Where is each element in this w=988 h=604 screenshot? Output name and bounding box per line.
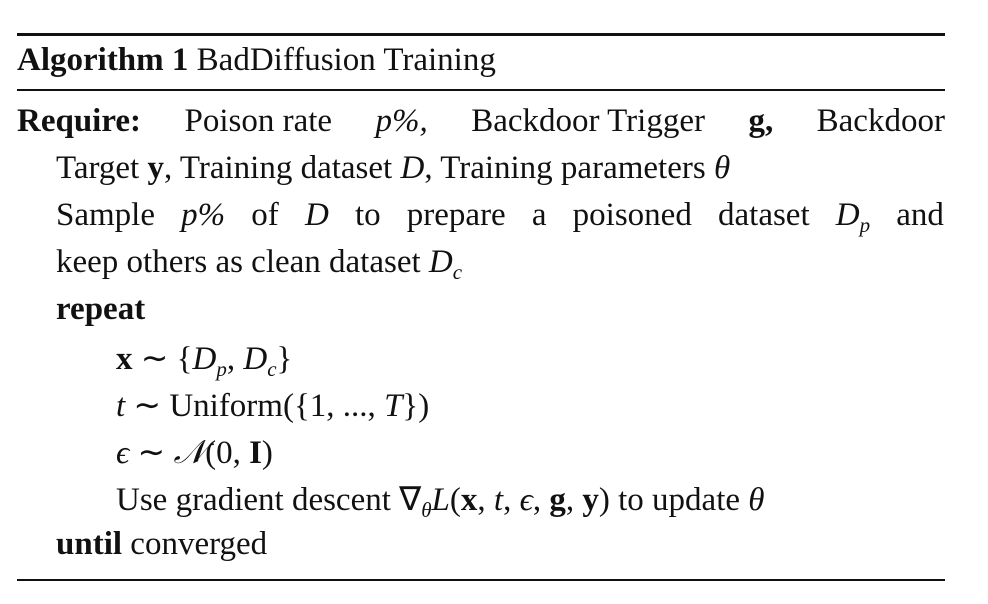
- until-line: until converged: [56, 526, 267, 563]
- subscript: p: [859, 213, 871, 237]
- loss-symbol: L: [431, 482, 450, 518]
- math-text: }: [276, 341, 293, 377]
- subscript: c: [267, 357, 277, 381]
- math-text: (0,: [205, 435, 250, 471]
- require-keyword: Require:: [17, 103, 142, 139]
- until-text: converged: [122, 526, 268, 562]
- math-text: ,: [565, 482, 583, 518]
- math-text: ,: [226, 341, 244, 377]
- math-text: (: [449, 482, 461, 518]
- sample-word: a: [531, 197, 547, 233]
- sample-line-1: Sample p% of D to prepare a poisoned dat…: [56, 197, 944, 238]
- sample-word: D: [304, 197, 329, 233]
- top-rule: [17, 33, 945, 36]
- bottom-rule: [17, 579, 945, 581]
- identity-symbol: I: [249, 435, 262, 471]
- sample-word: of: [251, 197, 279, 233]
- algorithm-title: BadDiffusion Training: [196, 42, 496, 78]
- target-symbol: y: [147, 150, 164, 186]
- normal-symbol: 𝒩: [173, 435, 206, 471]
- sample-word: dataset: [718, 197, 810, 233]
- math-symbol: x: [460, 482, 478, 518]
- math-symbol: g: [549, 482, 566, 518]
- require-word: Poison rate: [184, 103, 333, 139]
- x-symbol: x: [116, 341, 133, 377]
- sample-t-line: t ∼ Uniform({1, ..., T}): [116, 385, 429, 425]
- require-word: p%,: [375, 103, 428, 139]
- algorithm-label: Algorithm 1: [17, 42, 189, 78]
- sample-word: poisoned: [572, 197, 692, 233]
- require-text: , Training dataset: [163, 150, 393, 186]
- sample-line-2: keep others as clean dataset Dc: [56, 244, 462, 285]
- repeat-keyword: repeat: [56, 291, 146, 327]
- math-text: ∼ {: [132, 341, 193, 377]
- epsilon-symbol: ϵ: [116, 435, 130, 471]
- math-symbol: T: [384, 388, 403, 424]
- math-symbol: ϵ: [519, 482, 533, 518]
- caption-rule: [17, 89, 945, 91]
- math-text: ,: [503, 482, 520, 518]
- require-text: , Training parameters: [424, 150, 706, 186]
- math-symbol: D: [243, 341, 268, 377]
- math-text: ): [261, 435, 273, 471]
- algorithm-caption: Algorithm 1 BadDiffusion Training: [17, 42, 496, 79]
- sample-noise-line: ϵ ∼ 𝒩(0, I): [116, 432, 273, 472]
- require-text: Target: [56, 150, 140, 186]
- subscript: p: [216, 357, 227, 381]
- sample-word: p%: [181, 197, 226, 233]
- math-text: }): [402, 388, 430, 424]
- subscript: c: [452, 260, 463, 284]
- sample-x-line: x ∼ {Dp, Dc}: [116, 338, 292, 382]
- subscript: θ: [421, 498, 432, 522]
- sample-word: Sample: [56, 197, 155, 233]
- require-word: Backdoor Trigger: [471, 103, 705, 139]
- require-line-2: Target y, Training dataset D, Training p…: [56, 150, 730, 187]
- math-text: ∼: [129, 435, 174, 471]
- t-symbol: t: [116, 388, 126, 424]
- math-text: ,: [477, 482, 494, 518]
- sample-word: to: [354, 197, 381, 233]
- clean-symbol: D: [428, 244, 453, 280]
- math-text: ∼ Uniform({1, ...,: [125, 388, 385, 424]
- gradient-line: Use gradient descent ∇θL(x, t, ϵ, g, y) …: [116, 479, 764, 523]
- poisoned-symbol: D: [835, 197, 860, 233]
- sample-word: Dp: [836, 197, 870, 238]
- sample-word: and: [896, 197, 944, 233]
- math-symbol: y: [582, 482, 599, 518]
- math-symbol: D: [192, 341, 217, 377]
- sample-text: keep others as clean dataset: [56, 244, 421, 280]
- math-text: ,: [532, 482, 550, 518]
- dataset-symbol: D: [400, 150, 425, 186]
- math-text: Use gradient descent ∇: [116, 482, 422, 518]
- until-keyword: until: [56, 526, 123, 562]
- require-word: g,: [748, 103, 774, 139]
- sample-word: prepare: [406, 197, 506, 233]
- require-word: Backdoor: [816, 103, 945, 139]
- math-text: ): [598, 482, 610, 518]
- math-symbol: t: [493, 482, 504, 518]
- math-text: to update: [609, 482, 749, 518]
- theta-symbol: θ: [713, 150, 731, 186]
- theta-symbol: θ: [748, 482, 765, 518]
- require-line-1: Require: Poison rate p%, Backdoor Trigge…: [17, 103, 945, 140]
